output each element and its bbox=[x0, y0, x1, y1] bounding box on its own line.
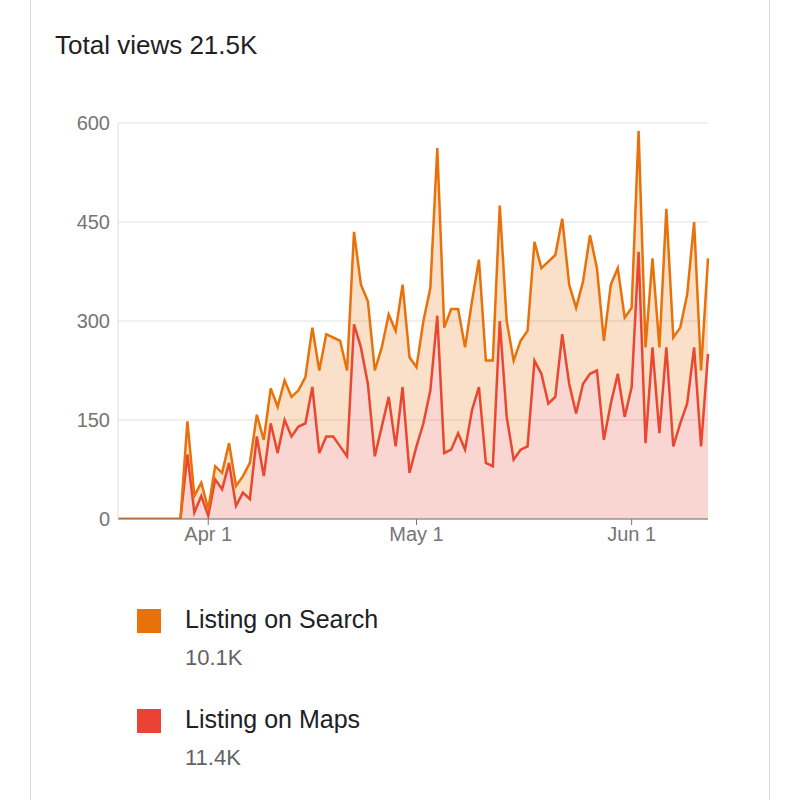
svg-text:Apr 1: Apr 1 bbox=[184, 523, 232, 545]
svg-text:450: 450 bbox=[77, 211, 110, 233]
html-text:Listing on Maps: Listing on Maps bbox=[185, 705, 361, 733]
svg-text:May 1: May 1 bbox=[389, 523, 443, 545]
svg-text:Jun 1: Jun 1 bbox=[607, 523, 656, 545]
html-text:10.1K: 10.1K bbox=[185, 645, 243, 670]
html-text:Total views 21.5K: Total views 21.5K bbox=[55, 30, 258, 60]
html-text:11.4K: 11.4K bbox=[185, 745, 241, 770]
svg-text:0: 0 bbox=[99, 508, 110, 530]
svg-text:300: 300 bbox=[77, 310, 110, 332]
svg-text:150: 150 bbox=[77, 409, 110, 431]
html-text:Listing on Search: Listing on Search bbox=[185, 605, 379, 633]
svg-text:600: 600 bbox=[77, 112, 110, 134]
